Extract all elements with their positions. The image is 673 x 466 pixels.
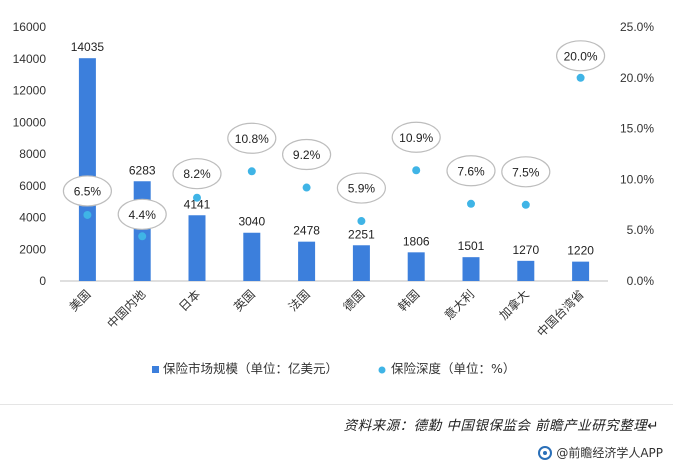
- left-axis-tick-label: 4000: [19, 211, 46, 225]
- chart-area: 0 2000 4000 6000 8000 10000 12000 14000 16000 0.0…: [13, 20, 655, 376]
- point-label-callout: [227, 122, 277, 154]
- point-label-callout: [62, 175, 113, 207]
- data-point: [83, 210, 92, 219]
- data-point: [247, 167, 256, 176]
- category-label: 美国: [67, 287, 94, 314]
- category-label: 中国台湾省: [534, 287, 587, 340]
- point-label-callout: [391, 121, 441, 153]
- combo-chart: 0 2000 4000 6000 8000 10000 12000 14000 16000 0.0…: [13, 20, 655, 376]
- data-point: [576, 73, 585, 82]
- data-point: [193, 193, 201, 202]
- brand-label: @前瞻经济学人APP: [556, 446, 663, 460]
- divider: [0, 404, 673, 405]
- right-axis-tick-label: 15.0%: [620, 122, 654, 136]
- bar: [517, 260, 535, 281]
- category-label: 英国: [231, 287, 258, 314]
- left-axis-tick-label: 2000: [19, 242, 46, 256]
- bar: [133, 181, 151, 281]
- right-axis-tick-label: 20.0%: [620, 71, 654, 85]
- point-value-label: 7.6%: [457, 164, 485, 178]
- legend-point-label: 保险深度（单位：%）: [391, 361, 515, 376]
- bar: [407, 252, 425, 281]
- point-value-label: 7.5%: [512, 165, 540, 179]
- point-value-label: 10.8%: [235, 132, 269, 146]
- bar: [352, 245, 370, 281]
- left-axis-tick-label: 16000: [13, 20, 47, 34]
- point-label-callout: [555, 40, 606, 72]
- point-label-callout: [282, 138, 332, 171]
- right-axis-tick-label: 0.0%: [627, 274, 655, 288]
- bar-value-label: 14035: [71, 40, 105, 54]
- bar: [572, 261, 590, 281]
- point-label-callout: [172, 158, 222, 190]
- right-axis-tick-label: 25.0%: [620, 20, 654, 34]
- category-label: 德国: [340, 287, 368, 315]
- bar-value-label: 1806: [403, 234, 430, 248]
- brand-credit: @前瞻经济学人APP: [538, 444, 663, 461]
- legend-bar-swatch: [152, 366, 159, 373]
- bar: [298, 241, 316, 281]
- bar-value-label: 1270: [512, 243, 539, 257]
- category-label: 意大利: [441, 287, 477, 323]
- bar: [243, 232, 261, 281]
- point-value-label: 5.9%: [348, 182, 376, 196]
- data-point: [521, 200, 530, 209]
- brand-logo-icon: [538, 445, 553, 460]
- legend-point-swatch: [378, 366, 386, 374]
- category-label: 加拿大: [496, 287, 532, 323]
- left-axis-tick-label: 0: [39, 274, 46, 288]
- point-value-label: 4.4%: [129, 208, 157, 222]
- left-axis-tick-label: 10000: [13, 115, 47, 129]
- left-axis-tick-label: 14000: [13, 52, 47, 66]
- point-label-callout: [501, 156, 551, 188]
- data-point: [412, 166, 421, 175]
- bar-value-label: 3040: [238, 215, 265, 229]
- point-value-label: 20.0%: [564, 49, 598, 63]
- point-label-callout: [446, 155, 496, 187]
- point-value-label: 8.2%: [183, 167, 211, 181]
- left-axis-tick-label: 8000: [19, 147, 46, 161]
- legend-bar-label: 保险市场规模（单位：亿美元）: [163, 361, 338, 376]
- bar-value-label: 1501: [458, 239, 485, 253]
- right-axis-tick-label: 5.0%: [627, 223, 655, 237]
- category-label: 日本: [176, 287, 203, 314]
- bar-value-label: 6283: [129, 163, 156, 177]
- data-point: [302, 183, 311, 192]
- data-point: [467, 199, 475, 208]
- data-point: [138, 232, 147, 241]
- category-label: 中国内地: [104, 287, 149, 332]
- left-axis-tick-label: 6000: [19, 179, 46, 193]
- left-axis-tick-label: 12000: [13, 84, 47, 98]
- point-value-label: 6.5%: [74, 184, 102, 198]
- bar: [188, 215, 206, 281]
- bar-value-label: 2478: [293, 224, 320, 238]
- category-label: 法国: [286, 287, 313, 314]
- category-label: 韩国: [395, 287, 423, 315]
- point-label-callout: [117, 198, 167, 230]
- data-point: [357, 217, 366, 226]
- point-value-label: 9.2%: [293, 148, 321, 162]
- bar: [462, 257, 480, 281]
- bar: [78, 58, 96, 282]
- point-label-callout: [336, 172, 386, 204]
- source-note: 资料来源：德勤 中国银保监会 前瞻产业研究整理↵: [343, 418, 659, 434]
- point-value-label: 10.9%: [399, 131, 433, 145]
- bar-value-label: 1220: [567, 244, 594, 258]
- bar-value-label: 4141: [184, 197, 211, 211]
- bar-value-label: 2251: [348, 227, 375, 241]
- right-axis-tick-label: 10.0%: [620, 172, 654, 186]
